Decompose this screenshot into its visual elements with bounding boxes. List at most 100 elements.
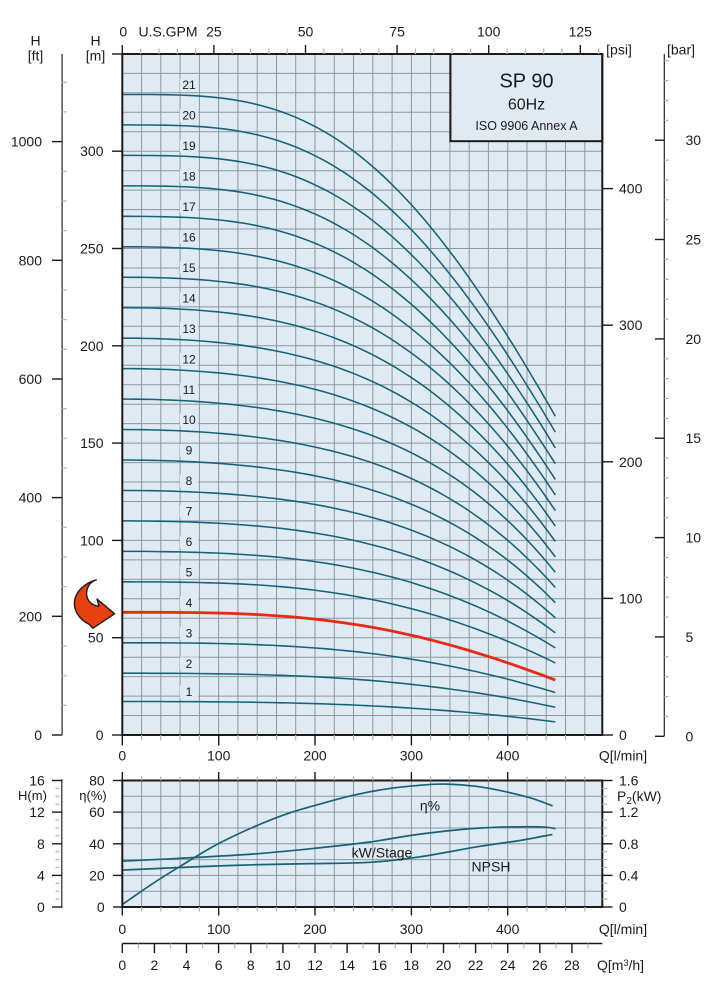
svg-text:4: 4	[183, 957, 191, 973]
svg-text:0: 0	[619, 727, 627, 743]
svg-text:0: 0	[96, 727, 104, 743]
svg-text:300: 300	[80, 143, 104, 159]
svg-text:U.S.GPM: U.S.GPM	[138, 24, 197, 40]
svg-text:16: 16	[371, 957, 387, 973]
svg-text:1000: 1000	[11, 134, 42, 150]
svg-text:12: 12	[182, 352, 196, 366]
svg-text:20: 20	[686, 331, 702, 347]
svg-text:18: 18	[182, 170, 196, 184]
svg-text:300: 300	[619, 317, 643, 333]
svg-text:600: 600	[19, 371, 43, 387]
svg-text:10: 10	[182, 413, 196, 427]
svg-text:8: 8	[247, 957, 255, 973]
svg-text:200: 200	[619, 454, 643, 470]
svg-text:200: 200	[80, 338, 104, 354]
svg-text:kW/Stage: kW/Stage	[352, 845, 413, 861]
svg-text:5: 5	[686, 629, 694, 645]
svg-text:0: 0	[37, 899, 45, 915]
svg-text:26: 26	[532, 957, 548, 973]
svg-text:4: 4	[37, 867, 45, 883]
svg-text:200: 200	[303, 921, 327, 937]
svg-text:800: 800	[19, 252, 43, 268]
svg-text:100: 100	[207, 748, 231, 764]
svg-text:400: 400	[619, 181, 643, 197]
svg-text:H: H	[30, 33, 40, 49]
svg-text:η(%): η(%)	[79, 788, 106, 803]
svg-text:10: 10	[686, 530, 702, 546]
svg-text:14: 14	[339, 957, 355, 973]
svg-text:60: 60	[89, 804, 105, 820]
svg-text:H(m): H(m)	[18, 788, 47, 803]
svg-text:1.2: 1.2	[619, 804, 639, 820]
svg-text:400: 400	[496, 921, 520, 937]
svg-text:[m]: [m]	[86, 48, 105, 64]
svg-text:1.6: 1.6	[619, 773, 639, 789]
svg-text:ISO 9906 Annex A: ISO 9906 Annex A	[475, 119, 578, 133]
svg-text:18: 18	[404, 957, 420, 973]
svg-text:60Hz: 60Hz	[508, 97, 545, 114]
svg-text:[bar]: [bar]	[667, 42, 695, 58]
svg-text:15: 15	[182, 261, 196, 275]
svg-text:30: 30	[686, 132, 702, 148]
svg-text:0: 0	[34, 727, 42, 743]
svg-text:28: 28	[564, 957, 580, 973]
svg-text:250: 250	[80, 241, 104, 257]
svg-text:400: 400	[496, 748, 520, 764]
svg-text:η%: η%	[420, 798, 440, 814]
svg-text:17: 17	[182, 200, 196, 214]
svg-text:8: 8	[37, 836, 45, 852]
svg-text:Q[l/min]: Q[l/min]	[599, 748, 647, 764]
svg-text:20: 20	[89, 867, 105, 883]
svg-text:24: 24	[500, 957, 516, 973]
svg-text:Q[m3/h]: Q[m3/h]	[597, 957, 644, 973]
svg-text:15: 15	[686, 430, 702, 446]
svg-text:150: 150	[80, 435, 104, 451]
svg-text:125: 125	[569, 24, 593, 40]
svg-text:[psi]: [psi]	[606, 42, 632, 58]
svg-text:NPSH: NPSH	[472, 859, 511, 875]
svg-text:12: 12	[29, 804, 45, 820]
svg-text:6: 6	[215, 957, 223, 973]
svg-text:100: 100	[619, 590, 643, 606]
svg-text:300: 300	[400, 748, 424, 764]
svg-text:20: 20	[436, 957, 452, 973]
svg-text:25: 25	[206, 24, 222, 40]
svg-text:Q[l/min]: Q[l/min]	[599, 921, 647, 937]
svg-text:9: 9	[186, 444, 193, 458]
svg-text:16: 16	[29, 773, 45, 789]
svg-text:0: 0	[97, 899, 105, 915]
svg-text:4: 4	[186, 596, 193, 610]
svg-text:3: 3	[186, 627, 193, 641]
svg-text:21: 21	[182, 78, 196, 92]
svg-text:75: 75	[389, 24, 405, 40]
svg-text:200: 200	[303, 748, 327, 764]
svg-text:SP 90: SP 90	[499, 71, 553, 93]
svg-text:0: 0	[118, 748, 126, 764]
svg-text:40: 40	[89, 836, 105, 852]
svg-text:80: 80	[89, 773, 105, 789]
svg-text:14: 14	[182, 291, 196, 305]
svg-text:0.4: 0.4	[619, 867, 639, 883]
svg-text:7: 7	[186, 505, 193, 519]
svg-text:2: 2	[151, 957, 159, 973]
svg-text:0: 0	[686, 728, 694, 744]
svg-text:200: 200	[19, 608, 43, 624]
svg-text:19: 19	[182, 139, 196, 153]
svg-text:0: 0	[118, 957, 126, 973]
svg-text:0.8: 0.8	[619, 836, 639, 852]
svg-text:0: 0	[619, 899, 627, 915]
svg-text:50: 50	[298, 24, 314, 40]
svg-text:100: 100	[477, 24, 501, 40]
svg-text:25: 25	[686, 232, 702, 248]
svg-text:2: 2	[186, 657, 193, 671]
svg-text:100: 100	[207, 921, 231, 937]
svg-text:13: 13	[182, 322, 196, 336]
svg-text:6: 6	[186, 535, 193, 549]
svg-text:5: 5	[186, 566, 193, 580]
svg-text:50: 50	[88, 630, 104, 646]
svg-text:22: 22	[468, 957, 484, 973]
svg-text:[ft]: [ft]	[28, 48, 44, 64]
svg-text:0: 0	[119, 24, 127, 40]
svg-text:11: 11	[183, 383, 196, 397]
svg-text:1: 1	[186, 685, 193, 699]
